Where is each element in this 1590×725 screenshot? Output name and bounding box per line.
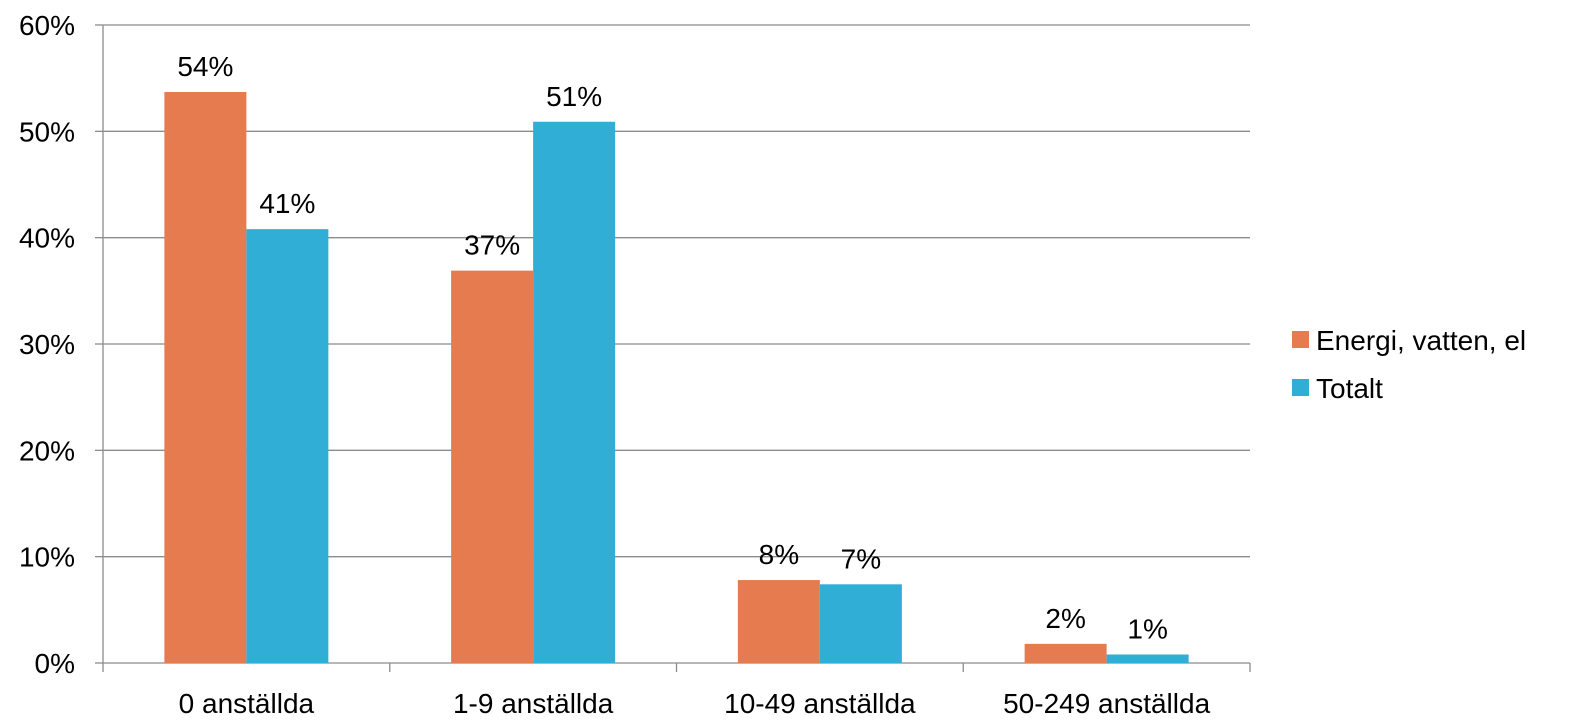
data-label: 41%	[259, 188, 315, 219]
y-tick-label: 50%	[19, 116, 75, 147]
y-tick-label: 30%	[19, 329, 75, 360]
legend-swatch	[1292, 379, 1309, 396]
y-tick-label: 40%	[19, 223, 75, 254]
y-tick-label: 60%	[19, 10, 75, 41]
data-label: 2%	[1045, 603, 1085, 634]
bar-totalt	[533, 121, 616, 664]
bar-energi	[737, 580, 820, 663]
x-category-label: 0 anställda	[179, 688, 315, 719]
y-tick-label: 0%	[35, 648, 75, 679]
legend-label: Totalt	[1316, 373, 1383, 404]
data-label: 1%	[1127, 613, 1167, 644]
x-category-label: 1-9 anställda	[453, 688, 614, 719]
legend-label: Energi, vatten, el	[1316, 325, 1526, 356]
bar-energi	[164, 91, 247, 664]
data-labels: 54% 41% 37% 51% 8% 7% 2% 1%	[177, 51, 1168, 645]
bar-totalt	[246, 229, 329, 663]
legend: Energi, vatten, el Totalt	[1292, 325, 1526, 404]
bar-totalt	[819, 584, 902, 663]
data-label: 8%	[759, 539, 799, 570]
legend-swatch	[1292, 331, 1309, 348]
data-label: 51%	[546, 81, 602, 112]
x-category-label: 50-249 anställda	[1003, 688, 1210, 719]
data-label: 7%	[841, 543, 881, 574]
bar-energi	[1024, 643, 1107, 663]
y-tick-label: 10%	[19, 542, 75, 573]
data-label: 54%	[177, 51, 233, 82]
bar-totalt	[1106, 654, 1189, 663]
axes: 0% 10% 20% 30% 40% 50% 60% 0 anställda 1-9 anstä…	[19, 10, 1251, 719]
bars	[164, 91, 1189, 664]
x-category-label: 10-49 anställda	[724, 688, 916, 719]
bar-energi	[451, 270, 534, 663]
y-tick-label: 20%	[19, 435, 75, 466]
data-label: 37%	[464, 230, 520, 261]
